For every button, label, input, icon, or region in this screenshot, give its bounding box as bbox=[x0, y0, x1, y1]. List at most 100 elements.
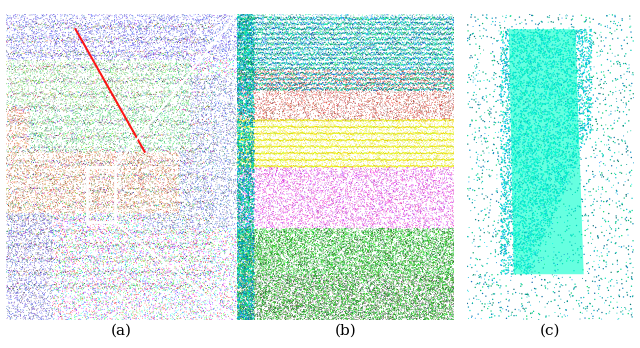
Point bbox=[145, 254, 155, 260]
Point bbox=[297, 288, 307, 294]
Point bbox=[399, 17, 409, 23]
Point bbox=[620, 88, 630, 94]
Point bbox=[116, 252, 126, 258]
Point bbox=[13, 209, 23, 214]
Point bbox=[305, 176, 316, 182]
Point bbox=[271, 214, 282, 220]
Point bbox=[287, 295, 297, 301]
Point bbox=[468, 272, 478, 278]
Point bbox=[168, 105, 178, 110]
Point bbox=[68, 252, 79, 258]
Point bbox=[422, 165, 433, 171]
Point bbox=[431, 279, 441, 285]
Point bbox=[207, 176, 217, 181]
Point bbox=[404, 26, 414, 32]
Point bbox=[332, 301, 342, 307]
Point bbox=[434, 248, 444, 254]
Point bbox=[244, 40, 254, 46]
Point bbox=[250, 217, 260, 222]
Point bbox=[116, 19, 127, 24]
Point bbox=[413, 218, 423, 224]
Point bbox=[590, 86, 600, 91]
Point bbox=[475, 28, 485, 33]
Point bbox=[378, 47, 388, 53]
Point bbox=[297, 13, 307, 18]
Point bbox=[332, 25, 342, 31]
Point bbox=[333, 286, 343, 292]
Point bbox=[148, 314, 158, 320]
Point bbox=[378, 157, 388, 163]
Point bbox=[420, 100, 431, 106]
Point bbox=[167, 212, 177, 217]
Point bbox=[387, 181, 397, 186]
Point bbox=[307, 175, 317, 181]
Point bbox=[422, 34, 433, 40]
Point bbox=[68, 65, 78, 71]
Point bbox=[152, 39, 162, 45]
Point bbox=[42, 242, 52, 247]
Point bbox=[60, 189, 70, 194]
Point bbox=[260, 56, 271, 61]
Point bbox=[388, 301, 399, 306]
Point bbox=[286, 52, 296, 58]
Point bbox=[60, 219, 70, 225]
Point bbox=[296, 270, 306, 276]
Point bbox=[8, 67, 18, 72]
Point bbox=[508, 121, 518, 126]
Point bbox=[353, 50, 363, 56]
Point bbox=[157, 14, 167, 20]
Point bbox=[227, 294, 237, 300]
Point bbox=[429, 195, 439, 201]
Point bbox=[12, 110, 22, 116]
Point bbox=[205, 297, 215, 303]
Point bbox=[447, 79, 457, 85]
Point bbox=[374, 305, 385, 311]
Point bbox=[82, 157, 92, 162]
Point bbox=[90, 171, 100, 176]
Point bbox=[261, 238, 271, 243]
Point bbox=[442, 150, 452, 156]
Point bbox=[393, 168, 403, 174]
Point bbox=[161, 293, 171, 298]
Point bbox=[238, 111, 248, 116]
Point bbox=[262, 100, 272, 106]
Point bbox=[330, 15, 340, 21]
Point bbox=[171, 62, 181, 68]
Point bbox=[152, 22, 162, 27]
Point bbox=[408, 139, 418, 144]
Point bbox=[285, 96, 295, 102]
Point bbox=[51, 182, 61, 187]
Point bbox=[187, 305, 197, 311]
Point bbox=[528, 37, 538, 42]
Point bbox=[372, 250, 382, 255]
Point bbox=[116, 24, 126, 30]
Point bbox=[24, 105, 34, 111]
Point bbox=[167, 317, 177, 322]
Point bbox=[129, 277, 140, 282]
Point bbox=[357, 237, 367, 242]
Point bbox=[364, 157, 374, 163]
Point bbox=[100, 96, 111, 101]
Point bbox=[146, 18, 156, 23]
Point bbox=[282, 153, 292, 158]
Point bbox=[120, 313, 130, 318]
Point bbox=[445, 136, 455, 141]
Point bbox=[304, 248, 314, 254]
Point bbox=[374, 62, 385, 67]
Point bbox=[342, 231, 353, 237]
Point bbox=[49, 111, 60, 117]
Point bbox=[341, 45, 351, 51]
Point bbox=[381, 258, 392, 263]
Point bbox=[346, 90, 356, 96]
Point bbox=[294, 34, 305, 40]
Point bbox=[349, 182, 360, 188]
Point bbox=[500, 29, 511, 34]
Point bbox=[397, 224, 408, 230]
Point bbox=[126, 79, 136, 85]
Point bbox=[239, 288, 250, 294]
Point bbox=[394, 136, 404, 142]
Point bbox=[390, 271, 401, 277]
Point bbox=[434, 133, 444, 139]
Point bbox=[247, 96, 257, 101]
Point bbox=[300, 251, 310, 256]
